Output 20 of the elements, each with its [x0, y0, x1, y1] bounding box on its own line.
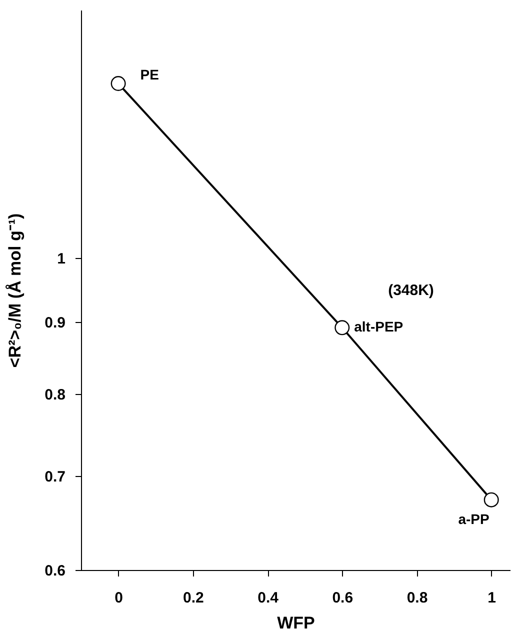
y-tick-label: 0.7 [44, 468, 66, 486]
x-tick-label: 0.6 [332, 590, 354, 606]
point [110, 76, 126, 91]
y-tick-label: 0.8 [44, 386, 66, 404]
annotation: PE [140, 66, 159, 83]
y-axis-title: <R²>₀/M (Å mol g⁻¹) [6, 213, 25, 368]
y-tick-label: 0.9 [44, 314, 66, 332]
annotation: a-PP [458, 510, 490, 527]
point [484, 492, 499, 508]
y-tick-label: 1 [57, 250, 66, 268]
x-tick-label: 0.2 [182, 590, 204, 606]
x-tick-label: 0.4 [258, 590, 280, 606]
x-tick-label: 0 [114, 590, 123, 606]
x-axis-title: WFP [277, 614, 315, 632]
x-tick-label: 1 [488, 590, 496, 606]
annotation: (348K) [388, 282, 434, 299]
annotation: alt-PEP [354, 318, 404, 335]
point [334, 320, 350, 336]
y-tick-label: 0.6 [44, 562, 66, 580]
x-tick-label: 0.8 [406, 590, 428, 606]
